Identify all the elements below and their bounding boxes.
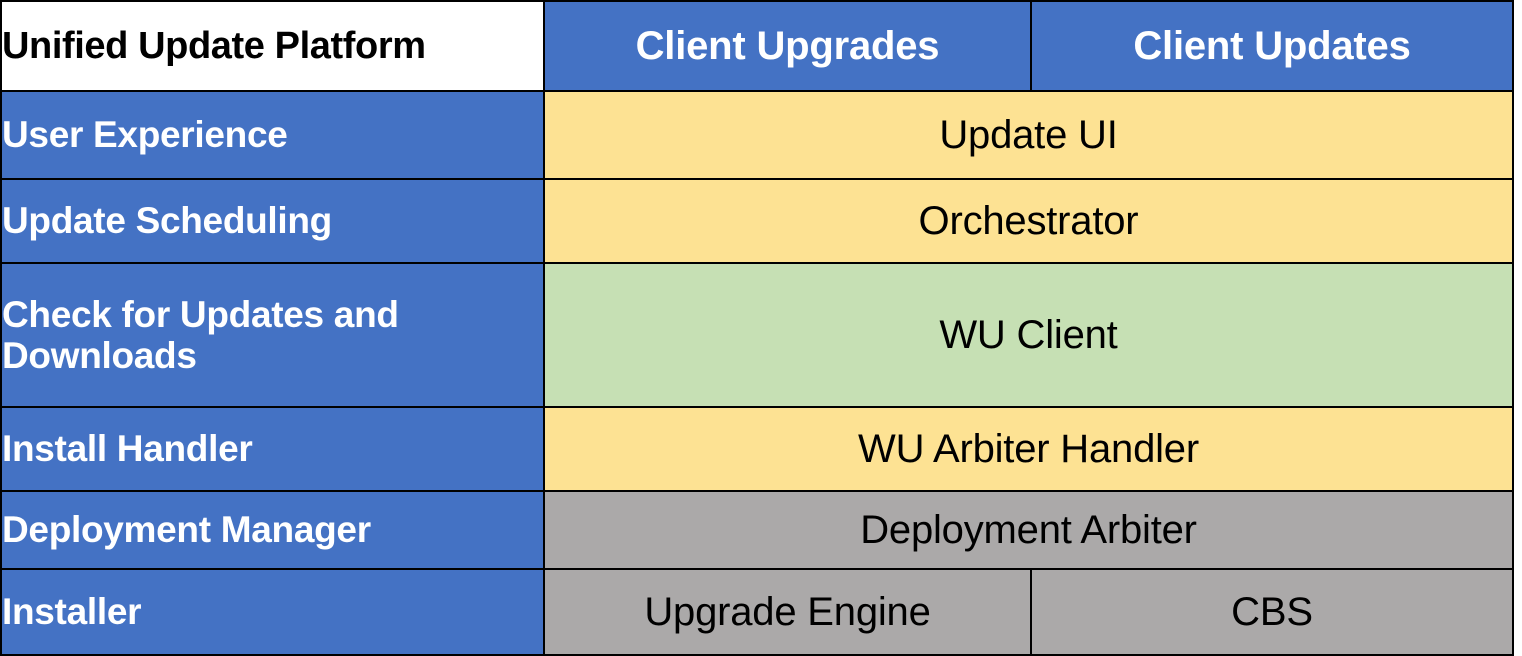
table-row: User Experience Update UI <box>0 90 1514 180</box>
table-row: Check for Updates and Downloads WU Clien… <box>0 262 1514 408</box>
cell-wu-client: WU Client <box>543 262 1514 408</box>
row-label-user-experience: User Experience <box>0 90 545 180</box>
table-row: Update Scheduling Orchestrator <box>0 178 1514 264</box>
column-header-client-updates: Client Updates <box>1030 0 1514 92</box>
cell-wu-arbiter-handler: WU Arbiter Handler <box>543 406 1514 492</box>
cell-cbs: CBS <box>1030 568 1514 656</box>
table-row: Deployment Manager Deployment Arbiter <box>0 490 1514 570</box>
row-label-install-handler: Install Handler <box>0 406 545 492</box>
table-row: Installer Upgrade Engine CBS <box>0 568 1514 656</box>
cell-upgrade-engine: Upgrade Engine <box>543 568 1032 656</box>
cell-deployment-arbiter: Deployment Arbiter <box>543 490 1514 570</box>
row-label-deployment-manager: Deployment Manager <box>0 490 545 570</box>
page-title: Unified Update Platform <box>0 0 545 92</box>
table-header-row: Unified Update Platform Client Upgrades … <box>0 0 1514 92</box>
row-label-update-scheduling: Update Scheduling <box>0 178 545 264</box>
cell-orchestrator: Orchestrator <box>543 178 1514 264</box>
row-label-installer: Installer <box>0 568 545 656</box>
column-header-client-upgrades: Client Upgrades <box>543 0 1032 92</box>
row-label-check-for-updates-and-downloads: Check for Updates and Downloads <box>0 262 545 408</box>
cell-update-ui: Update UI <box>543 90 1514 180</box>
table-row: Install Handler WU Arbiter Handler <box>0 406 1514 492</box>
